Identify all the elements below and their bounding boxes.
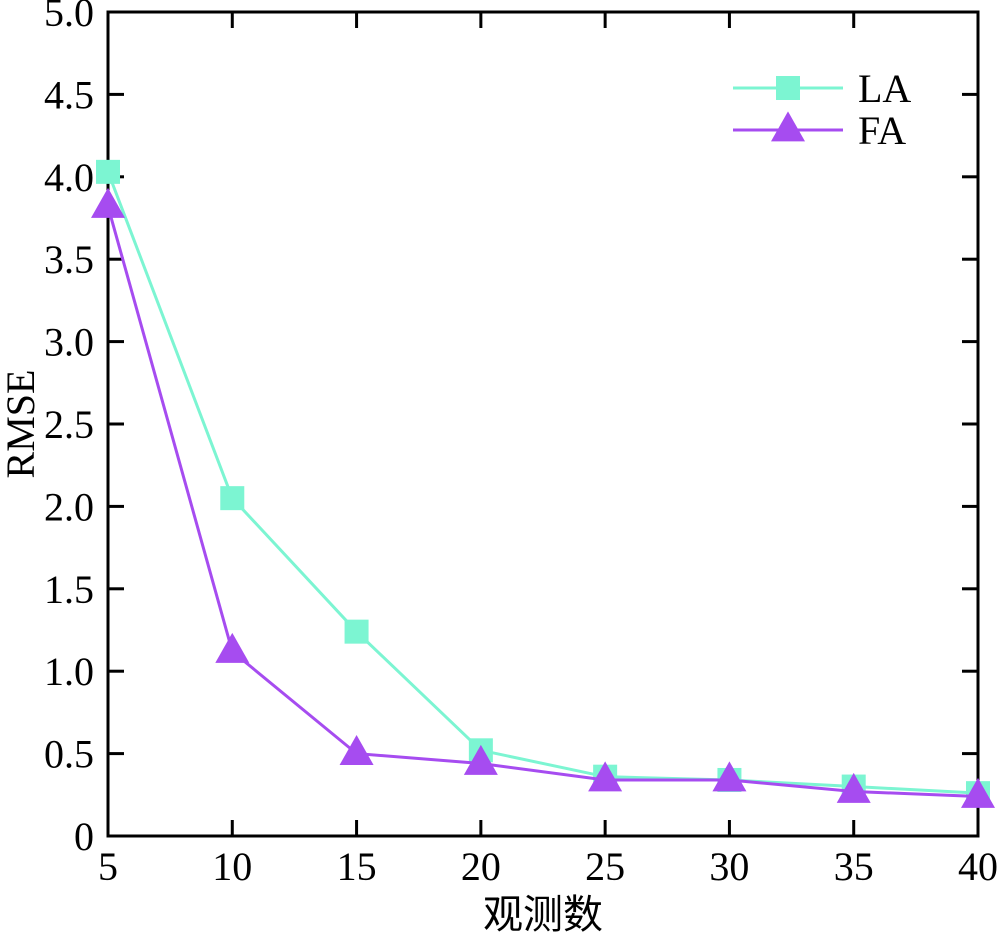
series-fa-point bbox=[712, 761, 747, 792]
y-tick-label: 1.5 bbox=[44, 567, 94, 612]
series-fa-point bbox=[836, 772, 871, 803]
x-tick-label: 20 bbox=[461, 844, 501, 889]
x-tick-label: 40 bbox=[958, 844, 998, 889]
series-fa-point bbox=[588, 761, 623, 792]
series-fa-point bbox=[463, 744, 498, 775]
legend-marker-la bbox=[776, 76, 800, 100]
y-tick-label: 3.5 bbox=[44, 237, 94, 282]
series-la-point bbox=[96, 159, 120, 184]
y-tick-label: 0 bbox=[74, 814, 94, 859]
y-axis-title: RMSE bbox=[0, 370, 43, 479]
y-tick-label: 2.5 bbox=[44, 402, 94, 447]
plot-frame bbox=[106, 10, 980, 838]
y-tick-label: 4.5 bbox=[44, 72, 94, 117]
y-tick-label: 2.0 bbox=[44, 484, 94, 529]
x-tick-label: 15 bbox=[337, 844, 377, 889]
x-tick-label: 30 bbox=[709, 844, 749, 889]
x-axis-title: 观测数 bbox=[483, 892, 603, 935]
series-la-line bbox=[106, 171, 979, 795]
series-la-point bbox=[344, 619, 369, 644]
series-la bbox=[96, 159, 990, 806]
y-tick-label: 3.0 bbox=[44, 320, 94, 365]
series-fa-point bbox=[961, 777, 995, 808]
y-tick-label: 4.0 bbox=[44, 155, 94, 200]
y-tick-label: 1.0 bbox=[44, 649, 94, 694]
legend-label-la: LA bbox=[858, 66, 911, 111]
series-fa-line bbox=[106, 206, 979, 798]
legend-item-fa: FA bbox=[733, 108, 906, 153]
series-fa bbox=[91, 187, 995, 808]
series-fa-point bbox=[215, 632, 250, 663]
series-la-point bbox=[220, 486, 245, 511]
legend-label-fa: FA bbox=[858, 108, 906, 153]
legend-marker-fa bbox=[771, 111, 805, 142]
axis-ticks: 5 10 15 20 25 30 35 40 0 0.5 1.0 1.5 2.0 2.5 3.0 3.5 4.0… bbox=[44, 0, 998, 889]
x-tick-label: 35 bbox=[834, 844, 874, 889]
series-fa-point bbox=[91, 187, 125, 218]
x-tick-label: 10 bbox=[212, 844, 252, 889]
series-fa-point bbox=[339, 735, 374, 765]
legend-item-la: LA bbox=[733, 66, 911, 111]
y-tick-label: 0.5 bbox=[44, 732, 94, 777]
y-tick-label: 5.0 bbox=[44, 0, 94, 35]
x-tick-label: 5 bbox=[98, 844, 118, 889]
x-tick-label: 25 bbox=[585, 844, 625, 889]
series-layer bbox=[91, 159, 995, 808]
